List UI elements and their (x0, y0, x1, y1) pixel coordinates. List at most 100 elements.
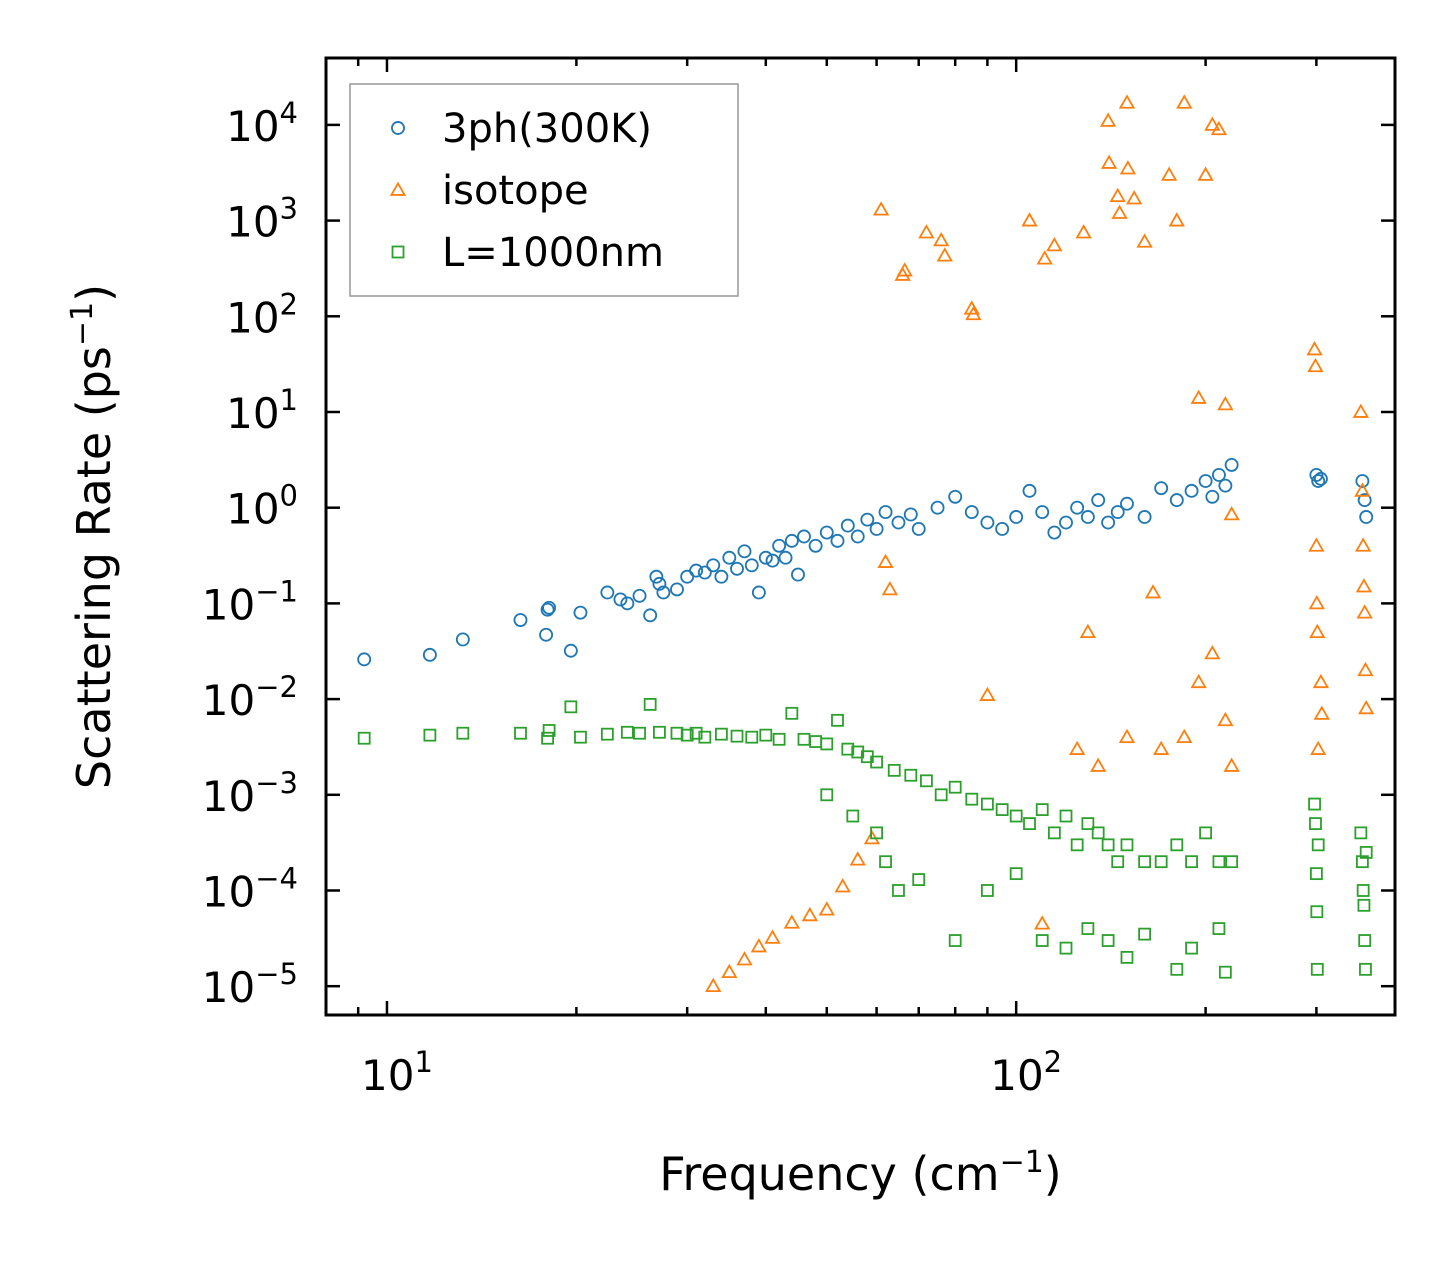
data-point (1308, 797, 1321, 811)
data-point (1223, 757, 1240, 772)
plot-frame (324, 56, 1397, 1017)
data-point (995, 803, 1009, 817)
legend-marker (389, 181, 407, 196)
data-point (600, 727, 614, 741)
data-point (1310, 905, 1324, 919)
data-point (1217, 711, 1234, 727)
data-point (1354, 826, 1368, 840)
data-point (1223, 506, 1240, 521)
data-point (1355, 578, 1373, 593)
data-point (730, 729, 744, 743)
data-point (620, 725, 634, 739)
data-point (980, 515, 995, 530)
data-point (1355, 855, 1369, 869)
data-point (1176, 94, 1193, 109)
data-point (1310, 962, 1324, 976)
data-point (1091, 826, 1105, 840)
legend: 3ph(300K) isotope L=1000nm (349, 83, 739, 297)
data-point (877, 553, 894, 568)
data-point (632, 588, 647, 603)
legend-box (349, 83, 739, 297)
data-point (737, 544, 752, 559)
data-point (849, 851, 866, 866)
data-point (1211, 467, 1226, 482)
data-point (1021, 212, 1038, 227)
data-point (1184, 483, 1199, 498)
data-point (722, 550, 737, 565)
data-point (808, 538, 823, 553)
data-point (1198, 474, 1213, 488)
data-point (1081, 817, 1095, 830)
data-point (1154, 855, 1168, 869)
data-point (542, 600, 557, 615)
y-tick-label: 10−3 (202, 766, 298, 821)
data-point (879, 855, 892, 869)
data-point (784, 533, 799, 548)
data-point (706, 558, 721, 573)
data-point (831, 713, 844, 727)
data-point (801, 906, 819, 922)
data-point (1358, 934, 1372, 947)
data-point (539, 627, 554, 642)
data-point (904, 768, 918, 782)
data-point (1170, 838, 1184, 852)
data-point (1225, 855, 1239, 869)
data-point (1009, 867, 1023, 881)
data-point (1118, 728, 1136, 744)
data-point (1047, 826, 1061, 840)
data-point (574, 730, 587, 744)
data-point (1160, 166, 1178, 181)
data-point (357, 731, 371, 745)
data-point (1009, 809, 1023, 823)
data-point (860, 512, 875, 527)
data-point (1355, 474, 1370, 488)
data-point (1352, 403, 1369, 418)
data-point (714, 569, 729, 584)
data-point (633, 726, 646, 740)
data-point (930, 500, 945, 515)
data-point (912, 873, 926, 886)
y-tick-label: 104 (226, 96, 298, 151)
data-point (948, 780, 962, 794)
data-point (920, 774, 933, 788)
data-point (613, 592, 628, 607)
data-point (1144, 584, 1162, 599)
data-point (870, 826, 883, 840)
data-point (1190, 389, 1207, 404)
data-point (965, 792, 979, 806)
data-point (834, 878, 851, 893)
data-point (1212, 922, 1226, 935)
data-point (689, 563, 704, 578)
data-point (1313, 471, 1328, 486)
data-point (1354, 482, 1371, 497)
data-point (1059, 941, 1073, 955)
data-point (455, 632, 470, 647)
data-point (1176, 728, 1193, 744)
data-point (1047, 525, 1062, 540)
data-point (1090, 757, 1107, 772)
y-tick-label: 10−2 (202, 670, 298, 725)
data-point (1357, 898, 1371, 912)
data-point (1126, 190, 1143, 205)
data-point (1168, 212, 1185, 227)
data-point (1059, 515, 1073, 530)
data-point (1035, 803, 1049, 817)
data-point (1309, 623, 1326, 639)
data-point (750, 938, 768, 953)
data-point (736, 951, 753, 966)
data-point (1310, 740, 1327, 755)
data-point (744, 558, 759, 573)
series-isotope (705, 94, 1375, 993)
data-point (1101, 838, 1115, 852)
y-tick-label: 100 (226, 479, 298, 534)
data-point (1070, 838, 1084, 852)
data-point (1359, 962, 1372, 976)
legend-entry: L=1000nm (391, 230, 664, 276)
data-point (870, 755, 883, 769)
data-point (1111, 855, 1125, 869)
data-points (357, 94, 1375, 993)
data-point (840, 518, 855, 533)
data-point (1022, 483, 1037, 498)
y-tick-label: 101 (226, 383, 298, 438)
